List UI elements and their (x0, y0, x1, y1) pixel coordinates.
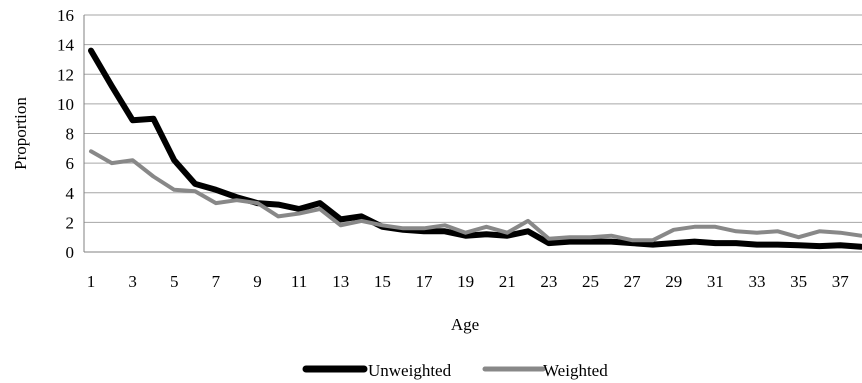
x-tick-label: 31 (707, 272, 724, 291)
legend-item-weighted: Weighted (482, 361, 608, 380)
y-tick-label: 12 (57, 65, 74, 84)
x-tick-label: 19 (457, 272, 474, 291)
x-tick-label: 27 (624, 272, 642, 291)
y-tick-label: 8 (66, 125, 75, 144)
y-tick-label: 10 (57, 95, 74, 114)
x-axis-label: Age (451, 315, 479, 334)
x-tick-label: 25 (582, 272, 599, 291)
gridlines (83, 14, 862, 253)
legend-label: Unweighted (368, 361, 452, 380)
x-tick-label: 3 (128, 272, 137, 291)
y-tick-label: 4 (66, 184, 75, 203)
x-tick-label: 7 (212, 272, 221, 291)
x-tick-label: 21 (499, 272, 516, 291)
legend: Unweighted Weighted (302, 361, 608, 380)
y-tick-label: 14 (57, 36, 75, 55)
x-tick-label: 33 (748, 272, 765, 291)
x-tick-label: 1 (87, 272, 96, 291)
y-tick-label: 0 (66, 243, 75, 262)
x-tick-label: 5 (170, 272, 179, 291)
series-line-unweighted (88, 47, 862, 250)
x-tick-label: 11 (291, 272, 307, 291)
y-axis-label: Proportion (11, 97, 30, 170)
y-tick-label: 2 (66, 213, 75, 232)
x-axis-ticks: 1 3 5 7 9 11 13 15 17 19 21 23 25 27 29 31 33 35 37 (87, 272, 849, 291)
y-tick-label: 16 (57, 6, 74, 25)
x-tick-label: 13 (332, 272, 349, 291)
legend-item-unweighted: Unweighted (302, 361, 452, 380)
x-tick-label: 29 (665, 272, 682, 291)
x-tick-label: 23 (540, 272, 557, 291)
x-tick-label: 35 (790, 272, 807, 291)
x-tick-label: 37 (832, 272, 850, 291)
x-tick-label: 9 (253, 272, 262, 291)
y-axis-ticks: 0 2 4 6 8 10 12 14 16 (57, 6, 75, 262)
series-line-weighted (89, 149, 862, 243)
x-tick-label: 15 (374, 272, 391, 291)
legend-label: Weighted (543, 361, 608, 380)
y-tick-label: 6 (66, 154, 75, 173)
x-tick-label: 17 (415, 272, 433, 291)
series-lines (88, 47, 862, 250)
